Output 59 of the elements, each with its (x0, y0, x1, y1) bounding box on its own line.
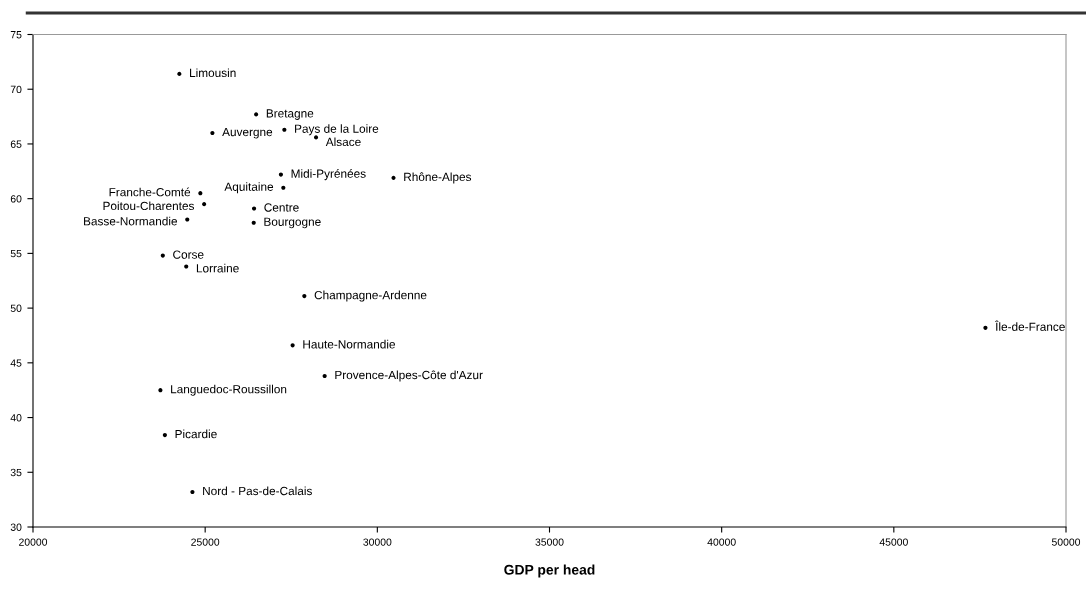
annotation: Rhône-Alpes (404, 172, 472, 184)
x-tick-label: 35000 (535, 538, 564, 546)
point (254, 112, 259, 117)
annotation: Lorraine (196, 263, 239, 273)
x-tick-label: 50000 (1051, 538, 1081, 546)
annotation: Auvergne (222, 127, 273, 139)
annotation: Pays de la Loire (295, 124, 379, 136)
x-axis-title: GDP per head (504, 564, 595, 578)
y-tick-label: 35 (10, 468, 22, 477)
point (160, 253, 165, 258)
x-tick-label: 30000 (363, 538, 392, 546)
annotation: Bretagne (266, 109, 314, 120)
point (202, 202, 207, 207)
y-tick-label: 50 (10, 304, 22, 312)
point (177, 71, 182, 76)
y-tick-label: 65 (10, 140, 22, 148)
point (322, 373, 327, 379)
annotation: Centre (264, 203, 299, 212)
x-tick-label: 45000 (879, 538, 908, 546)
annotation: Nord - Pas-de-Calais (203, 486, 312, 496)
point (158, 388, 163, 393)
annotation: Picardie (175, 429, 217, 439)
point (302, 293, 307, 299)
y-tick-label: 30 (10, 523, 22, 531)
point (391, 175, 396, 180)
annotation: Champagne-Ardenne (314, 290, 427, 302)
annotation: Île-de-France (994, 320, 1065, 331)
y-tick-label: 70 (10, 85, 22, 94)
annotation: Aquitaine (224, 182, 274, 194)
point (198, 191, 203, 196)
x-tick-label: 40000 (707, 538, 736, 546)
y-tick-label: 75 (10, 31, 22, 39)
annotation: Alsace (325, 137, 361, 147)
y-tick-label: 60 (10, 195, 22, 203)
point (251, 220, 256, 225)
point (184, 264, 189, 269)
annotation: Corse (173, 250, 204, 259)
y-tick-label: 40 (10, 414, 22, 422)
annotation: Provence-Alpes-Côte d'Azur (335, 370, 483, 382)
point (281, 185, 286, 190)
annotation: Basse-Normandie (84, 216, 178, 226)
point (278, 172, 283, 177)
point (190, 489, 195, 495)
y-tick-label: 45 (10, 359, 22, 367)
point (210, 130, 215, 136)
annotation: Haute-Normandie (303, 339, 395, 349)
point (162, 432, 167, 438)
annotation: Poitou-Charentes (103, 201, 194, 211)
point (983, 325, 988, 330)
point (282, 127, 287, 132)
annotation: Bourgogne (264, 217, 321, 229)
annotation: Franche-Comté (109, 187, 191, 197)
point (290, 343, 295, 348)
y-tick-label: 55 (10, 250, 22, 258)
x-tick-label: 25000 (191, 538, 220, 546)
annotation: Limousin (190, 68, 236, 78)
annotation: Languedoc-Roussillon (171, 384, 287, 396)
x-tick-label: 20000 (19, 538, 48, 546)
annotation: Midi-Pyrénées (291, 169, 366, 181)
